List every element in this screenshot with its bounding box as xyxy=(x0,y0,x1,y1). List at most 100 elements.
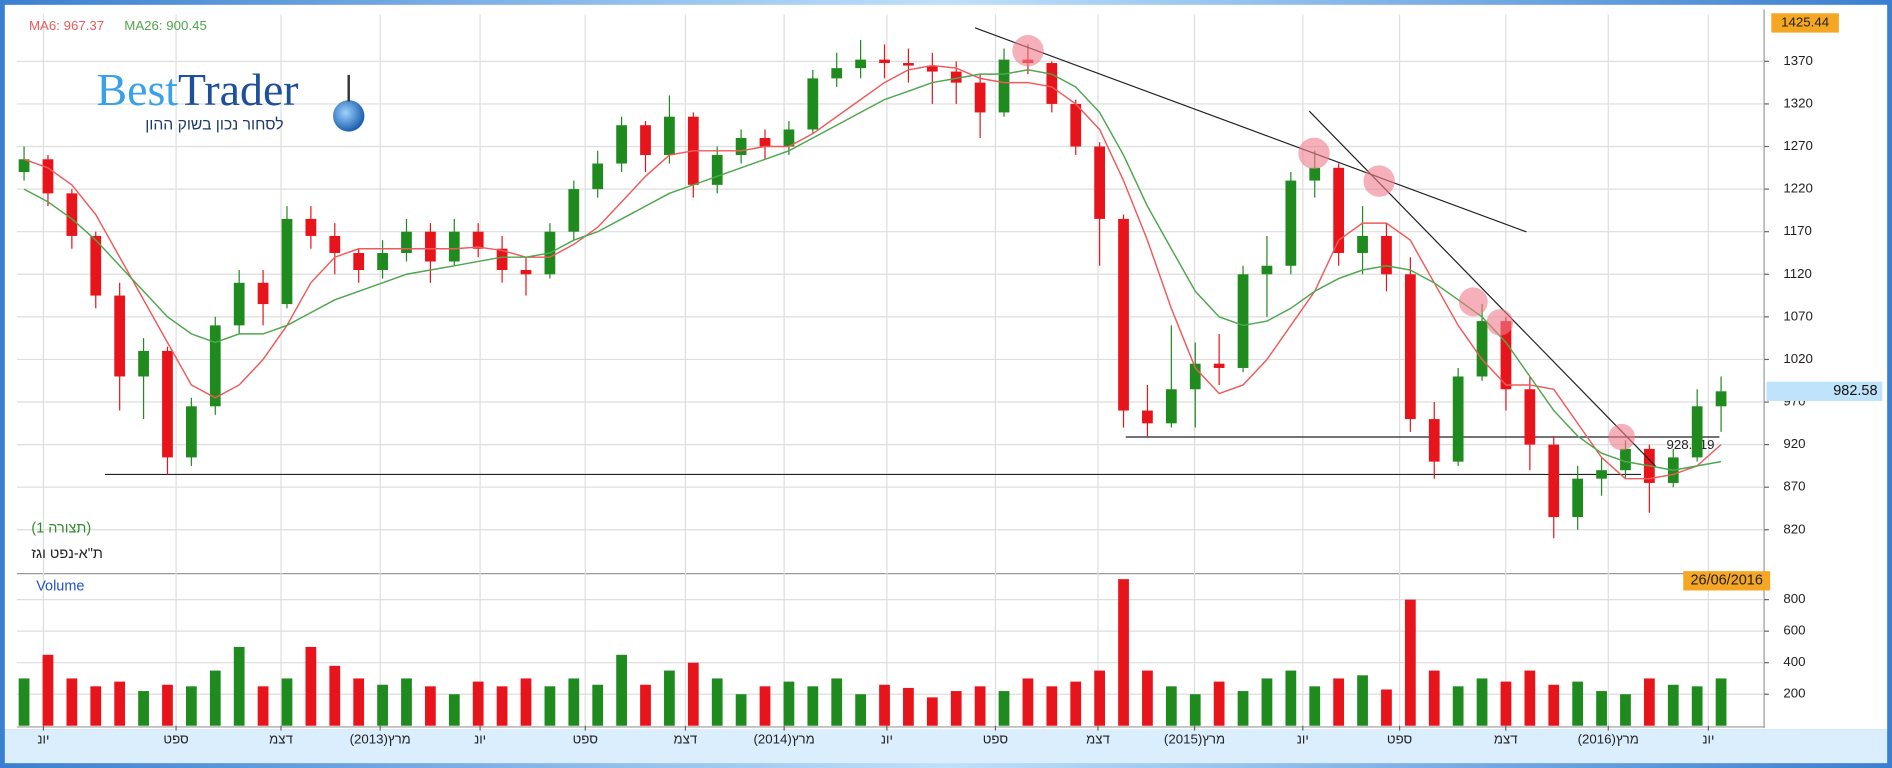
volume-bar xyxy=(162,684,173,726)
volume-bar xyxy=(616,654,627,726)
volume-bar xyxy=(1022,678,1034,726)
volume-bar xyxy=(377,684,388,726)
volume-bar xyxy=(114,681,126,726)
volume-bar xyxy=(1357,675,1368,726)
volume-bar xyxy=(1094,670,1106,726)
volume-bar xyxy=(1404,599,1416,726)
x-tick-label: דצמ xyxy=(1494,732,1518,747)
volume-bar xyxy=(879,684,890,726)
candle-body xyxy=(305,218,317,236)
volume-bar xyxy=(1285,670,1297,726)
candle-body xyxy=(1715,391,1727,407)
candle-body xyxy=(1620,448,1631,471)
volume-bar xyxy=(974,686,986,726)
candle-body xyxy=(1524,389,1536,445)
legend-entry: MA6: 967.37 xyxy=(29,18,104,33)
x-tick-label: (2014)מרץ xyxy=(754,732,815,747)
volume-bar xyxy=(926,697,938,726)
candle-body xyxy=(425,231,436,262)
y-tick-label: 820 xyxy=(1783,521,1805,536)
volume-bar xyxy=(855,694,866,726)
volume-bar xyxy=(544,686,556,726)
candle-body xyxy=(1333,167,1345,253)
volume-tick-label: 800 xyxy=(1783,591,1805,606)
y-tick-label: 870 xyxy=(1783,479,1805,494)
candle-body xyxy=(209,325,221,407)
volume-bar xyxy=(1142,670,1153,726)
volume-bar xyxy=(1381,689,1392,726)
candle-body xyxy=(472,231,484,249)
volume-bar xyxy=(1500,681,1512,726)
volume-bar xyxy=(66,678,78,726)
volume-bar xyxy=(257,686,269,726)
volume-bar xyxy=(783,681,795,726)
volume-bar xyxy=(687,662,699,726)
volume-bar xyxy=(209,670,221,726)
volume-bar xyxy=(185,686,197,726)
volume-bar xyxy=(329,665,341,726)
volume-bar xyxy=(1189,694,1201,726)
candle-body xyxy=(496,248,508,271)
volume-bar xyxy=(1620,694,1631,726)
candle-body xyxy=(257,282,269,305)
volume-bar xyxy=(1213,681,1225,726)
volume-bar xyxy=(592,684,604,726)
trend-line xyxy=(974,27,1527,233)
volume-bar xyxy=(807,686,819,726)
chart-background xyxy=(4,4,1888,730)
candle-body xyxy=(281,218,293,305)
candle-body xyxy=(664,116,675,156)
volume-bar xyxy=(1524,670,1536,726)
x-tick-label: ספט xyxy=(1387,732,1412,747)
y-tick-label: 1170 xyxy=(1783,223,1812,238)
volume-bar xyxy=(1070,681,1082,726)
volume-bar xyxy=(1643,678,1655,726)
moving-average-line xyxy=(23,69,1722,471)
volume-bar xyxy=(903,687,914,726)
candle-body xyxy=(114,295,126,377)
volume-bar xyxy=(1118,579,1129,726)
x-tick-label: יונ xyxy=(474,732,486,747)
highlight xyxy=(1608,423,1635,451)
volume-bar xyxy=(496,686,508,726)
volume-bar xyxy=(568,678,580,726)
volume-bar xyxy=(1667,684,1679,726)
candle-body xyxy=(592,163,604,190)
volume-bar xyxy=(472,681,484,726)
volume-bar xyxy=(711,678,723,726)
y-tick-label: 1370 xyxy=(1783,53,1813,68)
candle-body xyxy=(1476,321,1488,377)
candle-body xyxy=(1285,180,1297,266)
candle-body xyxy=(950,71,962,83)
candle-body xyxy=(1548,444,1560,518)
volume-tick-label: 400 xyxy=(1783,654,1805,669)
candle-body xyxy=(233,282,245,326)
candle-body xyxy=(1309,167,1321,181)
x-tick-label: (2013)מרץ xyxy=(350,732,411,747)
x-axis-band xyxy=(4,729,1888,764)
candle-body xyxy=(185,406,197,458)
last-date-label: 26/06/2016 xyxy=(1690,573,1762,589)
volume-bar xyxy=(1165,686,1177,726)
instrument-label: ת"א-נפט וגז xyxy=(31,546,102,562)
candle-body xyxy=(1118,218,1129,411)
volume-bar xyxy=(831,678,843,726)
candle-body xyxy=(903,63,914,66)
logo-part: Best xyxy=(97,64,179,115)
candle-body xyxy=(1381,235,1392,275)
volume-bar xyxy=(401,678,412,726)
candle-body xyxy=(1691,406,1703,458)
candle-body xyxy=(926,65,938,72)
volume-bar xyxy=(353,678,365,726)
candle-body xyxy=(1189,363,1201,390)
candle-body xyxy=(162,350,173,458)
last-date-box xyxy=(1683,571,1771,591)
x-tick-label: ספט xyxy=(163,732,188,747)
volume-bar xyxy=(759,686,771,726)
candle-body xyxy=(807,78,819,130)
candle-body xyxy=(377,252,388,271)
volume-bar xyxy=(18,678,30,726)
volume-bar xyxy=(1476,678,1488,726)
candle-body xyxy=(831,68,843,79)
